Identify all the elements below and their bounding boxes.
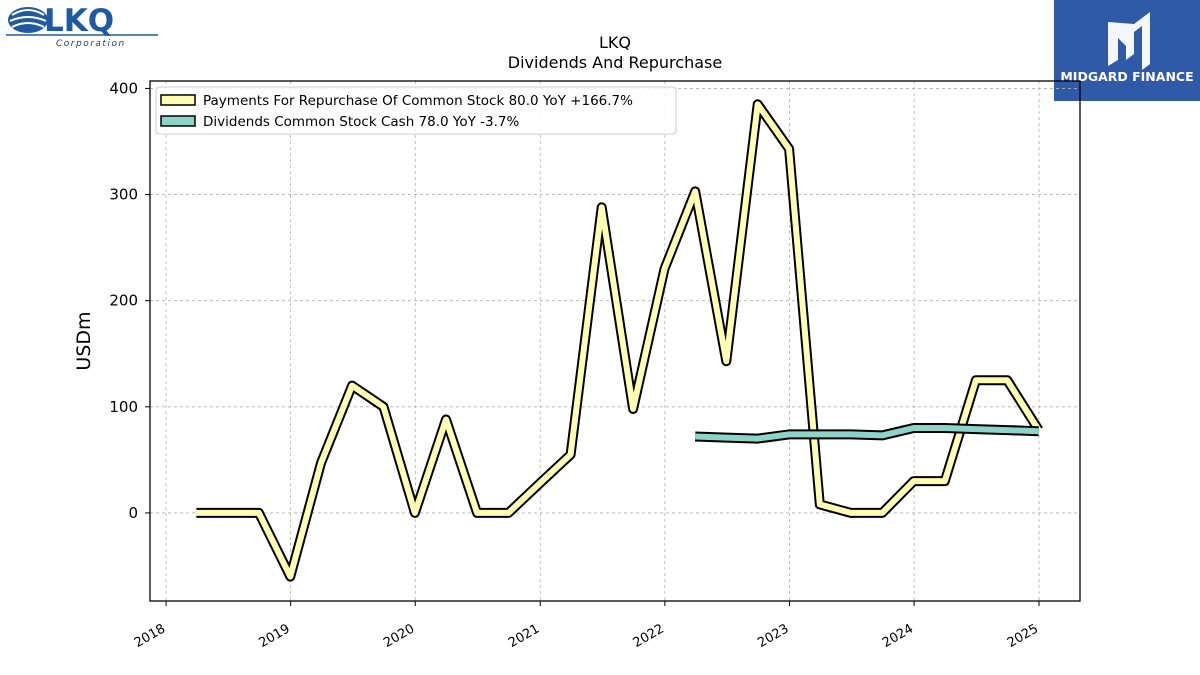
- series-line-dividends: [695, 425, 1039, 442]
- data-point-dividends: [757, 438, 759, 440]
- data-point-dividends: [881, 434, 883, 436]
- data-point-repurchase: [788, 148, 790, 150]
- midgard-finance-logo: MIDGARD FINANCE: [1054, 0, 1200, 101]
- data-point-repurchase: [414, 512, 416, 514]
- data-point-repurchase: [913, 480, 915, 482]
- data-point-repurchase: [694, 190, 696, 192]
- logo-subtext: Corporation: [56, 39, 126, 49]
- data-point-repurchase: [757, 103, 759, 105]
- data-point-dividends: [975, 428, 977, 430]
- data-point-repurchase: [289, 576, 291, 578]
- data-point-repurchase: [227, 512, 228, 514]
- data-point-repurchase: [445, 419, 447, 420]
- legend-entry-dividends: Dividends Common Stock Cash 78.0 YoY -3.…: [203, 114, 519, 130]
- grid: [150, 81, 1080, 601]
- x-tick-label: 2020: [381, 621, 417, 651]
- x-tick-label: 2021: [506, 621, 542, 651]
- data-point-repurchase: [258, 512, 260, 514]
- x-tick-label: 2019: [257, 621, 293, 651]
- series-outline-repurchase: [196, 99, 1043, 582]
- data-point-repurchase: [476, 512, 478, 514]
- data-point-repurchase: [383, 406, 384, 408]
- data-point-dividends: [1038, 430, 1040, 432]
- chart-title: LKQ: [599, 33, 631, 52]
- data-point-repurchase: [881, 512, 883, 514]
- midgard-finance-mark: MIDGARD FINANCE: [1060, 12, 1194, 84]
- y-tick-label: 300: [109, 186, 138, 204]
- y-tick-label: 200: [109, 292, 138, 310]
- data-point-repurchase: [539, 482, 541, 484]
- logo-wordmark: LKQ: [44, 3, 114, 39]
- data-point-repurchase: [944, 480, 946, 482]
- data-point-dividends: [725, 437, 727, 439]
- x-tick-label: 2025: [1005, 621, 1041, 651]
- legend-swatch-repurchase: [160, 94, 196, 106]
- y-axis: 0 100 200 300 400: [109, 79, 150, 522]
- legend-box: [155, 86, 677, 135]
- y-tick-label: 100: [109, 398, 138, 416]
- x-tick-label: 2024: [880, 621, 916, 651]
- series-line-repurchase: [196, 101, 1042, 580]
- data-point-repurchase: [975, 379, 977, 381]
- data-point-dividends: [1006, 429, 1008, 431]
- midgard-icon: [1108, 12, 1150, 70]
- data-point-repurchase: [320, 462, 322, 464]
- series-lines: [195, 99, 1043, 582]
- data-point-repurchase: [850, 512, 852, 514]
- legend-entry-repurchase: Payments For Repurchase Of Common Stock …: [203, 93, 633, 109]
- y-tick-label: 0: [128, 504, 138, 522]
- y-axis-label: USDm: [73, 311, 95, 370]
- data-point-repurchase: [819, 503, 821, 505]
- x-tick-label: 2018: [132, 621, 168, 651]
- y-tick-label: 400: [109, 79, 138, 97]
- globe-icon: [8, 7, 48, 33]
- data-point-repurchase: [1006, 379, 1008, 381]
- data-point-repurchase: [570, 454, 572, 456]
- data-point-repurchase: [351, 385, 353, 387]
- data-point-repurchase: [195, 512, 197, 514]
- legend-swatch-dividends: [160, 115, 196, 127]
- data-point-repurchase: [664, 268, 665, 270]
- sponsor-wordmark: MIDGARD FINANCE: [1060, 69, 1193, 84]
- lkq-logo: LKQ Corporation: [4, 3, 160, 49]
- data-point-dividends: [694, 436, 696, 437]
- x-axis: 2018 2019 2020 2021 2022 2023 2024 2025: [132, 601, 1041, 651]
- data-point-repurchase: [632, 408, 634, 410]
- data-point-dividends: [944, 427, 946, 429]
- data-point-dividends: [788, 433, 790, 435]
- data-point-repurchase: [601, 206, 603, 208]
- data-point-dividends: [850, 433, 852, 435]
- data-point-dividends: [819, 433, 821, 435]
- plot-frame: [149, 80, 1081, 602]
- x-tick-label: 2023: [755, 621, 791, 651]
- lkq-logo-mark: LKQ Corporation: [6, 3, 158, 49]
- data-point-repurchase: [508, 512, 509, 514]
- legend: Payments For Repurchase Of Common Stock …: [155, 86, 677, 135]
- x-tick-label: 2022: [631, 621, 667, 651]
- data-point-repurchase: [725, 360, 727, 362]
- chart-subtitle: Dividends And Repurchase: [508, 53, 722, 72]
- data-point-dividends: [913, 427, 915, 429]
